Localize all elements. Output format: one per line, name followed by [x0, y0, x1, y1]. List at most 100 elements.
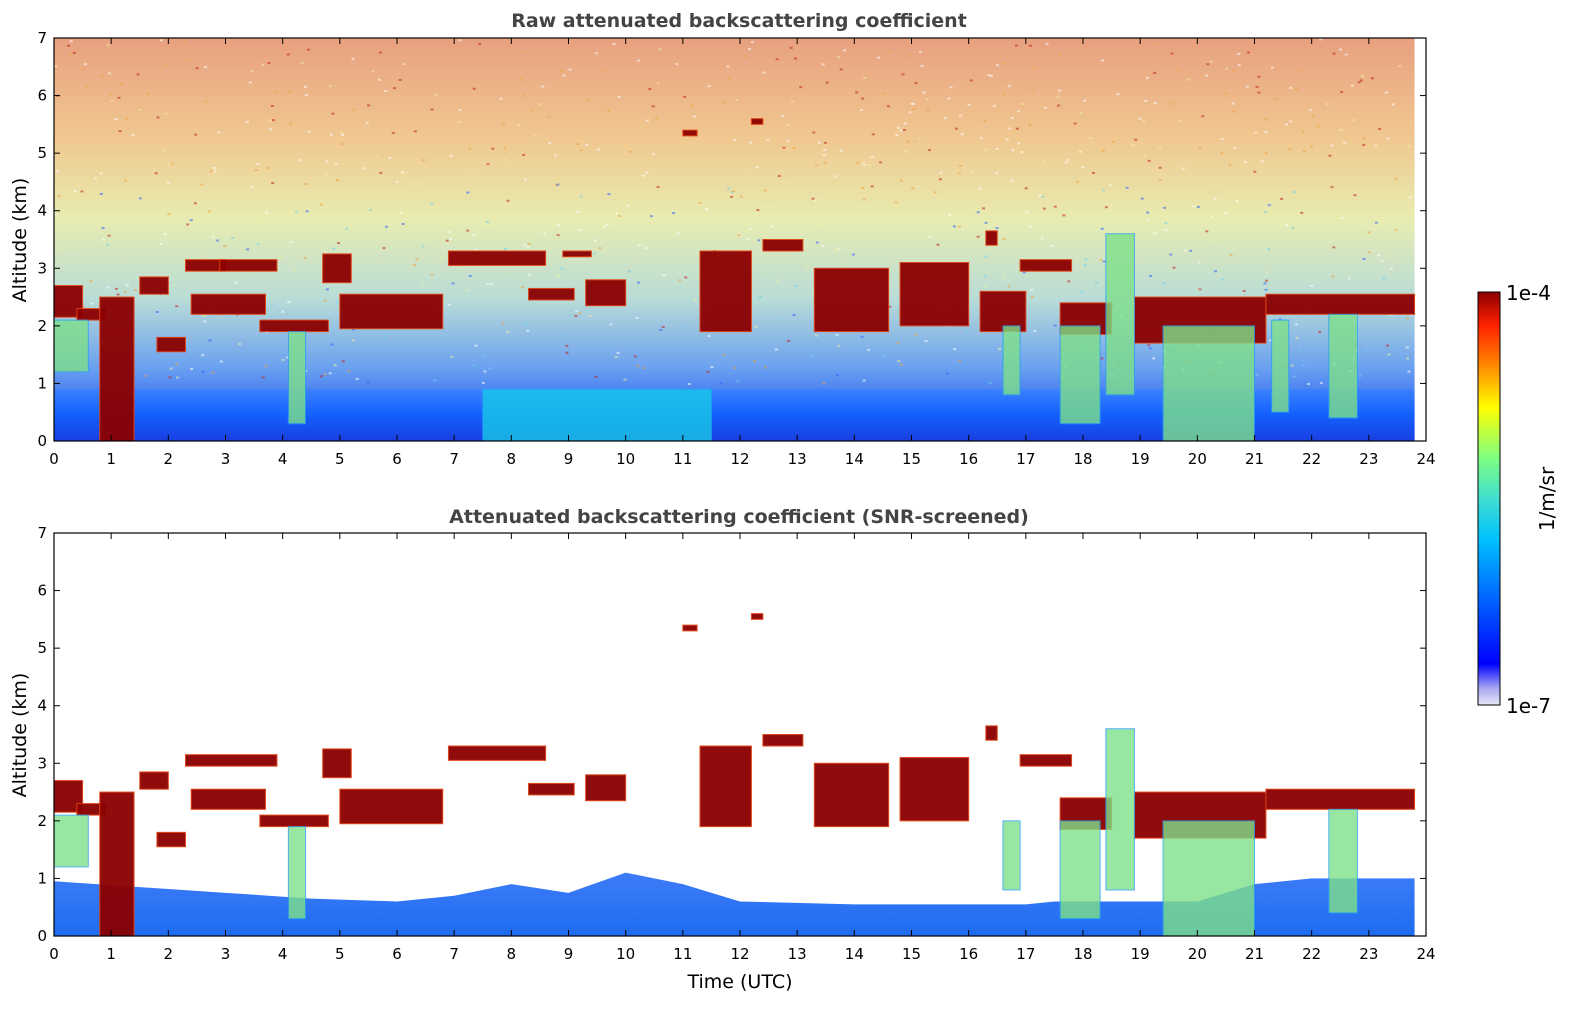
noise-speck	[976, 235, 980, 238]
noise-speck	[1146, 211, 1150, 214]
cloud-layer-3	[139, 276, 169, 295]
noise-speck	[860, 108, 864, 111]
noise-speck	[791, 100, 795, 103]
noise-speck	[576, 210, 580, 213]
cloud-layer-27	[1059, 325, 1101, 425]
noise-speck	[433, 379, 437, 382]
noise-speck	[118, 130, 122, 133]
noise-speck	[1238, 230, 1242, 233]
noise-speck	[1288, 148, 1292, 151]
noise-speck	[1267, 204, 1271, 207]
noise-speck	[1265, 271, 1269, 274]
noise-speck	[473, 248, 477, 251]
noise-speck	[1289, 86, 1293, 89]
noise-speck	[1294, 88, 1298, 91]
noise-speck	[337, 242, 341, 245]
noise-speck	[1192, 205, 1196, 208]
noise-speck	[944, 116, 948, 119]
noise-speck	[746, 237, 750, 240]
noise-speck	[167, 213, 171, 216]
noise-speck	[750, 41, 754, 44]
noise-speck	[1299, 69, 1303, 72]
cloud-layer-20	[899, 262, 970, 327]
noise-speck	[645, 119, 649, 122]
noise-speck	[1005, 138, 1009, 141]
noise-speck	[398, 78, 402, 81]
noise-speck	[1405, 317, 1409, 320]
noise-speck	[635, 316, 639, 319]
noise-speck	[969, 79, 973, 82]
x-tick-label: 10	[616, 450, 635, 468]
noise-speck	[920, 64, 924, 67]
noise-speck	[578, 229, 582, 232]
noise-speck	[1002, 62, 1006, 65]
noise-speck	[522, 94, 526, 97]
y-tick-label: 4	[37, 202, 47, 220]
noise-speck	[319, 203, 323, 206]
noise-speck	[1042, 160, 1046, 163]
noise-speck	[1254, 131, 1258, 134]
noise-speck	[1220, 278, 1224, 281]
raw-heatmap-layer	[53, 38, 1416, 442]
noise-speck	[792, 313, 796, 316]
noise-speck	[899, 129, 903, 132]
colorbar-max-label: 1e-4	[1506, 281, 1551, 305]
noise-speck	[1147, 159, 1151, 162]
noise-speck	[109, 93, 113, 96]
noise-speck	[1386, 344, 1390, 347]
noise-speck	[983, 148, 987, 151]
noise-speck	[548, 141, 552, 144]
noise-speck	[388, 156, 392, 159]
noise-speck	[489, 283, 493, 286]
noise-speck	[457, 120, 461, 123]
noise-speck	[264, 365, 268, 368]
noise-speck	[377, 78, 381, 81]
boundary-layer-band	[54, 872, 1415, 936]
x-tick-label: 17	[1016, 450, 1035, 468]
noise-speck	[351, 339, 355, 342]
x-tick-label: 16	[959, 450, 978, 468]
noise-speck	[1213, 197, 1217, 200]
noise-speck	[527, 242, 531, 245]
noise-speck	[1243, 160, 1247, 163]
noise-speck	[468, 274, 472, 277]
noise-speck	[817, 141, 821, 144]
x-tick-label: 0	[49, 945, 59, 963]
noise-speck	[1331, 275, 1335, 278]
x-tick-label: 1	[106, 450, 116, 468]
noise-speck	[110, 100, 114, 103]
noise-speck	[603, 225, 607, 228]
noise-speck	[812, 131, 816, 134]
noise-speck	[743, 55, 747, 58]
x-tick-label: 11	[673, 450, 692, 468]
noise-speck	[261, 376, 265, 379]
noise-speck	[1196, 205, 1200, 208]
noise-speck	[1332, 246, 1336, 249]
noise-speck	[199, 255, 203, 258]
noise-speck	[190, 368, 194, 371]
noise-speck	[1332, 52, 1336, 55]
noise-speck	[637, 244, 641, 247]
noise-speck	[588, 314, 592, 317]
noise-speck	[554, 154, 558, 157]
noise-speck	[472, 234, 476, 237]
noise-speck	[422, 284, 426, 287]
noise-speck	[439, 257, 443, 260]
noise-speck	[1292, 191, 1296, 194]
noise-speck	[1205, 178, 1209, 181]
noise-speck	[675, 63, 679, 66]
y-tick-label: 7	[37, 524, 47, 542]
noise-speck	[710, 366, 714, 369]
noise-speck	[1265, 279, 1269, 282]
noise-speck	[736, 380, 740, 383]
noise-speck	[719, 382, 723, 385]
x-tick-label: 24	[1416, 945, 1435, 963]
cloud-layer-34	[53, 319, 89, 373]
noise-speck	[1153, 232, 1157, 235]
noise-speck	[305, 210, 309, 213]
noise-speck	[598, 247, 602, 250]
noise-speck	[81, 305, 85, 308]
noise-speck	[617, 95, 621, 98]
noise-speck	[705, 207, 709, 210]
noise-speck	[176, 376, 180, 379]
